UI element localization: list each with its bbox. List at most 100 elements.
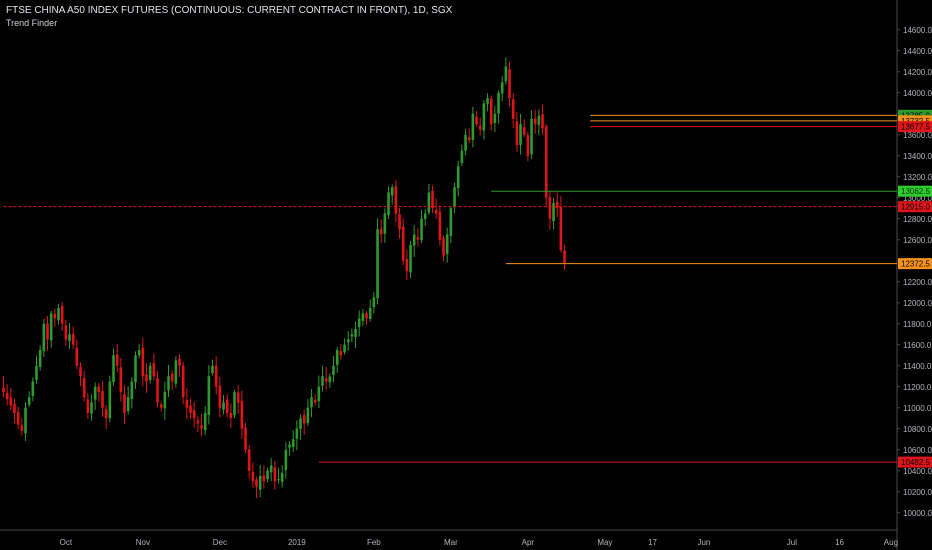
level-price-badge (898, 109, 932, 121)
candle-body (126, 397, 130, 412)
price-tick-label: 13000.0 (903, 194, 932, 203)
candle-body (170, 373, 174, 382)
candle-body (49, 313, 53, 341)
candle-body (79, 366, 82, 377)
candle-body (409, 245, 412, 273)
candle-body (530, 119, 533, 155)
level-price-badge (898, 258, 932, 270)
candle-body (64, 325, 68, 340)
candle-body (104, 409, 108, 419)
candle-body (137, 350, 141, 356)
candle-body (555, 201, 559, 209)
candle-body (42, 323, 46, 352)
time-tick-label: Nov (136, 538, 150, 547)
candle-body (559, 206, 563, 251)
candle-body (486, 98, 489, 104)
candle-body (321, 376, 324, 386)
candle-body (108, 381, 112, 419)
candle-body (500, 82, 504, 94)
time-tick-label: May (597, 538, 612, 547)
candle-body (365, 313, 368, 319)
candle-body (5, 392, 9, 400)
candle-body (394, 186, 398, 214)
level-price-label: 12915.0 (901, 203, 930, 212)
candle-body (214, 365, 218, 387)
candle-body (464, 134, 467, 151)
candle-body (379, 228, 383, 235)
candle-body (449, 208, 453, 236)
price-tick-label: 10200.0 (903, 488, 932, 497)
candle-body (181, 365, 185, 398)
candle-body (471, 113, 475, 140)
candle-body (438, 211, 442, 240)
candle-body (482, 103, 486, 131)
candle-body (511, 99, 515, 119)
candle-body (68, 334, 71, 341)
candle-body (251, 471, 255, 482)
candle-body (266, 470, 269, 480)
candle-body (339, 351, 343, 356)
candle-body (207, 376, 211, 415)
candle-body (97, 386, 101, 392)
candle-body (412, 234, 416, 246)
price-tick-label: 12200.0 (903, 278, 932, 287)
candle-body (372, 297, 376, 308)
candle-body (229, 412, 233, 419)
candle-body (82, 377, 86, 398)
candle-body (233, 392, 236, 416)
price-tick-label: 13400.0 (903, 152, 932, 161)
candle-body (46, 323, 49, 340)
candle-body (57, 308, 60, 321)
candle-body (533, 118, 537, 125)
candle-body (218, 385, 222, 408)
candle-body (405, 259, 409, 272)
price-tick-label: 11400.0 (903, 362, 932, 371)
candle-body (134, 355, 137, 383)
candle-body (145, 374, 148, 382)
candle-body (526, 135, 530, 156)
candle-body (295, 428, 299, 439)
candle-body (544, 126, 548, 198)
candle-body (269, 465, 273, 473)
candle-body (460, 150, 464, 164)
candle-body (317, 386, 321, 402)
candle-body (354, 329, 357, 337)
candle-body (280, 472, 284, 482)
candle-body (101, 391, 104, 408)
time-tick-label: Oct (60, 538, 73, 547)
candle-body (445, 234, 449, 254)
candle-body (189, 405, 192, 413)
candle-body (456, 166, 460, 189)
time-tick-label: Apr (522, 538, 535, 547)
price-tick-label: 11600.0 (903, 341, 932, 350)
price-tick-label: 14000.0 (903, 89, 932, 98)
candle-body (420, 218, 423, 241)
candle-body (236, 392, 240, 403)
candle-body (112, 355, 115, 382)
candle-body (196, 420, 200, 424)
candle-body (467, 137, 471, 140)
time-tick-label: Dec (213, 538, 227, 547)
price-tick-label: 12600.0 (903, 236, 932, 245)
price-tick-label: 11000.0 (903, 404, 932, 413)
price-tick-label: 10000.0 (903, 509, 932, 518)
candle-body (247, 449, 251, 471)
candle-body (163, 392, 167, 409)
candle-body (563, 250, 566, 264)
candle-body (192, 410, 196, 419)
candle-body (152, 363, 156, 377)
indicator-name[interactable]: Trend Finder (6, 18, 58, 28)
time-tick-label: 2019 (288, 538, 306, 547)
candle-body (159, 404, 163, 408)
candle-body (332, 365, 335, 375)
candle-body (16, 412, 20, 425)
candle-body (27, 397, 31, 405)
level-price-badge (898, 201, 932, 213)
time-tick-label: Feb (367, 538, 381, 547)
candle-body (302, 415, 306, 424)
candle-body (328, 376, 332, 383)
candle-body (515, 121, 519, 146)
candle-body (90, 402, 93, 414)
candle-body (489, 98, 493, 125)
